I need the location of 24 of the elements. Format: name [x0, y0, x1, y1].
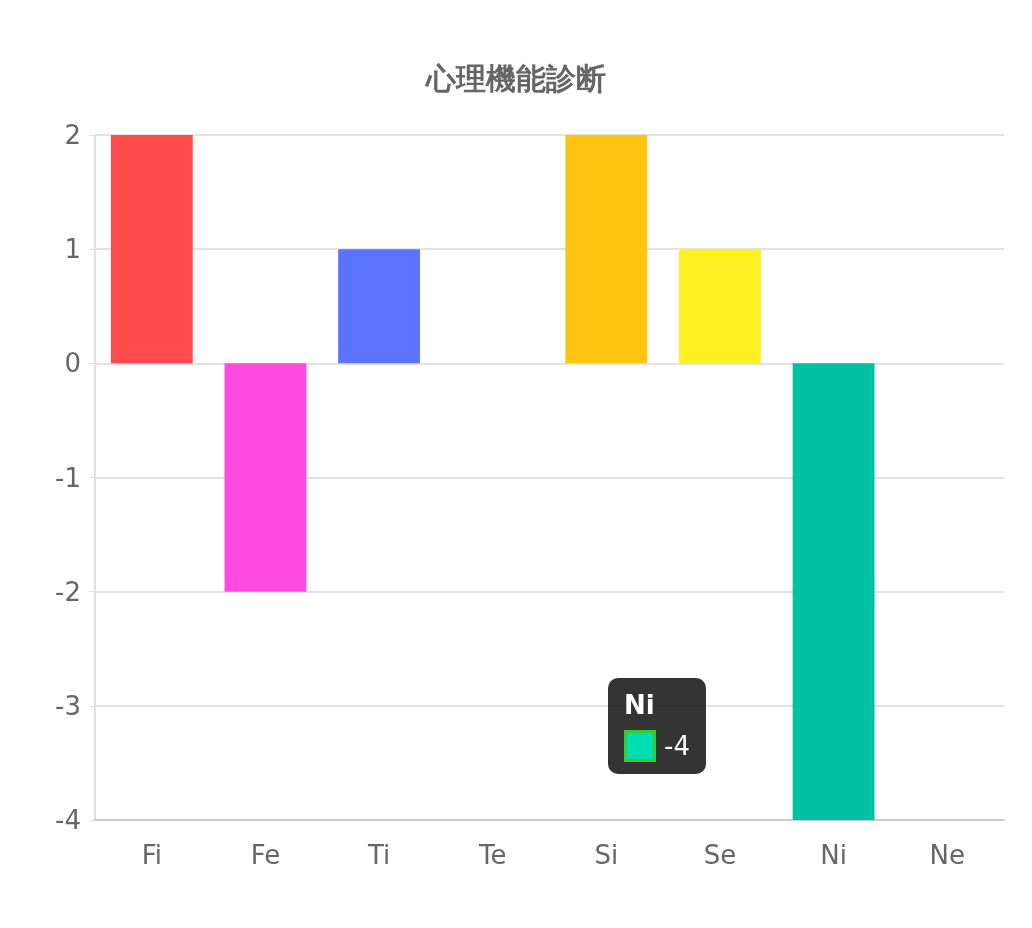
- annotation: -4: [664, 731, 690, 761]
- y-tick-label: 2: [64, 120, 81, 150]
- y-tick-label: 0: [64, 348, 81, 379]
- x-tick-label: Te: [477, 840, 507, 870]
- y-tick-label: -3: [55, 690, 81, 721]
- x-tick-label: Ne: [929, 840, 965, 870]
- bar: [679, 249, 761, 364]
- bar: [110, 135, 193, 364]
- bar: [224, 363, 307, 592]
- x-tick-label: Fe: [250, 840, 281, 870]
- x-tick-label: Se: [703, 840, 737, 870]
- y-tick-label: -2: [55, 576, 81, 607]
- x-tick-label: Si: [594, 840, 619, 870]
- x-tick-label: Fi: [141, 840, 162, 870]
- chart-title: 心理機能診断: [424, 60, 606, 96]
- x-tick-label: Ti: [366, 840, 391, 870]
- annotation: Ni: [624, 690, 656, 720]
- bar: [338, 249, 420, 364]
- y-tick-label: -4: [55, 805, 81, 835]
- bar: [792, 363, 875, 820]
- bar: [565, 135, 648, 364]
- y-tick-label: 1: [64, 234, 81, 265]
- y-tick-label: -1: [55, 462, 81, 493]
- x-tick-label: Ni: [820, 840, 847, 870]
